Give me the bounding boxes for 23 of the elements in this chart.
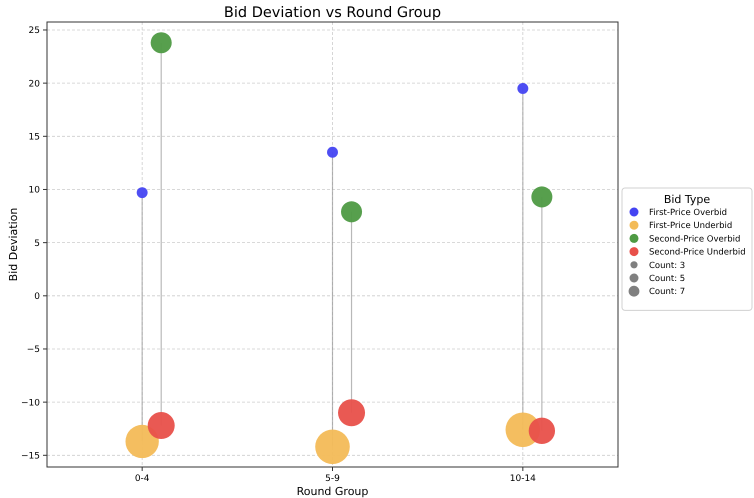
- y-tick-label: 20: [28, 79, 40, 90]
- legend-label: First-Price Underbid: [649, 221, 732, 232]
- x-tick-label: 0-4: [134, 474, 150, 484]
- y-axis-title: Bid Deviation: [7, 208, 20, 282]
- text: Count: 7: [649, 287, 686, 298]
- x-tick-label: 5-9: [325, 474, 340, 484]
- legend-label: First-Price Overbid: [649, 208, 727, 218]
- x-tick-label: 10-14: [510, 474, 536, 484]
- y-tick-label: 15: [28, 132, 40, 142]
- text: Count: 3: [649, 260, 686, 271]
- y-tick-label: −10: [21, 398, 40, 408]
- x-axis-title: Round Group: [296, 485, 368, 498]
- legend-title: Bid Type: [664, 193, 710, 206]
- y-tick-label: −15: [21, 451, 40, 462]
- y-tick-label: 0: [34, 292, 40, 302]
- y-tick-label: 10: [28, 186, 40, 196]
- legend-label: Second-Price Overbid: [649, 234, 740, 244]
- y-tick-label: 25: [28, 26, 40, 36]
- text: Count: 5: [649, 274, 686, 284]
- legend-label: Second-Price Underbid: [649, 248, 746, 258]
- y-tick-label: −5: [26, 345, 40, 356]
- y-tick-label: 5: [34, 238, 40, 249]
- chart-title: Bid Deviation vs Round Group: [224, 5, 442, 21]
